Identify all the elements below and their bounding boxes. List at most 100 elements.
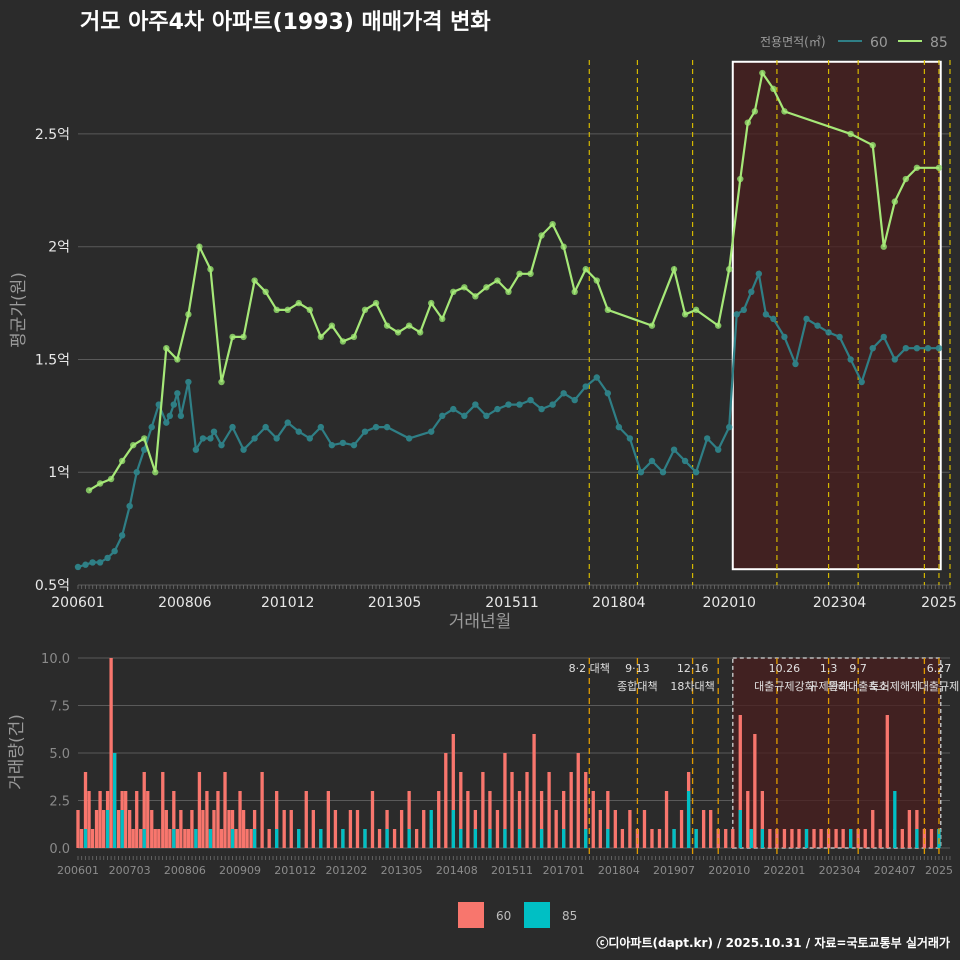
volume-bar-60-85 — [525, 772, 529, 848]
price-legend-title: 전용면적(㎡) — [760, 35, 826, 49]
volume-bar-60-40 — [223, 772, 227, 848]
volume-x-tick-4: 201012 — [274, 864, 316, 877]
policy-date-0: 8·2 대책 — [569, 662, 610, 675]
price-x-tick-5: 201804 — [592, 595, 646, 611]
policy-date-5: 9.7 — [849, 662, 867, 675]
price-x-tick-3: 201305 — [368, 595, 421, 611]
volume-bar-60-50 — [267, 829, 271, 848]
volume-bar-85-37 — [915, 829, 919, 848]
volume-bar-60-113 — [731, 829, 735, 848]
volume-bar-60-101 — [642, 810, 647, 848]
volume-x-tick-6: 201305 — [381, 864, 423, 877]
volume-y-tick-3: 7.5 — [49, 700, 70, 715]
volume-bar-60-55 — [304, 791, 308, 848]
volume-bar-85-29 — [686, 791, 691, 848]
volume-bar-60-64 — [370, 791, 375, 848]
policy-name-1: 종합대책 — [617, 680, 657, 693]
price-x-tick-8: 2025 — [921, 595, 957, 611]
volume-bar-60-35 — [205, 791, 209, 848]
volume-bar-60-77 — [466, 791, 470, 848]
policy-date-4: 1.3 — [820, 662, 838, 675]
volume-bar-60-79 — [481, 772, 485, 848]
volume-bar-85-30 — [694, 829, 698, 848]
volume-bar-85-16 — [407, 829, 411, 848]
price-y-tick-3: 2억 — [48, 240, 70, 256]
price-x-tick-1: 200806 — [158, 595, 212, 611]
volume-bar-60-28 — [179, 810, 183, 848]
volume-bar-60-3 — [87, 791, 91, 848]
volume-bar-85-14 — [363, 829, 367, 848]
volume-bar-60-109 — [701, 810, 706, 848]
volume-bar-60-9 — [109, 658, 113, 848]
volume-bar-60-49 — [260, 772, 264, 848]
volume-bar-85-3 — [120, 810, 124, 848]
volume-bar-60-0 — [76, 810, 80, 848]
policy-name-3: 대출규제강화 — [754, 680, 815, 693]
volume-bar-85-31 — [738, 810, 742, 848]
volume-bar-60-95 — [598, 810, 602, 848]
volume-bar-85-7 — [208, 829, 213, 848]
volume-bar-85-21 — [488, 829, 492, 848]
price-policy-lines — [588, 60, 951, 585]
volume-y-tick-1: 2.5 — [49, 795, 70, 810]
price-legend: 전용면적(㎡) 60 85 — [760, 35, 948, 51]
price-series-line-85 — [88, 70, 939, 492]
volume-bar-60-24 — [164, 810, 168, 848]
volume-bar-60-128 — [841, 829, 845, 848]
volume-bar-60-59 — [333, 810, 338, 848]
legend-bar-60-swatch — [458, 902, 484, 928]
volume-bar-60-98 — [620, 829, 625, 848]
volume-bar-85-4 — [142, 829, 146, 848]
volume-bar-60-58 — [326, 791, 330, 848]
volume-bar-60-134 — [885, 715, 889, 848]
volume-bar-85-36 — [893, 791, 897, 848]
volume-x-tick-8: 201511 — [491, 864, 533, 877]
volume-bar-85-5 — [172, 829, 176, 848]
volume-bar-85-33 — [760, 829, 765, 848]
volume-bar-60-15 — [131, 829, 135, 848]
volume-legend: 60 85 — [458, 902, 577, 928]
volume-x-tick-3: 200909 — [219, 864, 261, 877]
volume-bar-60-14 — [128, 810, 132, 848]
volume-bar-60-16 — [135, 791, 139, 848]
volume-bar-60-102 — [650, 829, 654, 848]
volume-bar-85-6 — [194, 829, 198, 848]
volume-bar-60-83 — [510, 772, 514, 848]
volume-bar-60-67 — [392, 829, 397, 848]
price-x-tick-0: 200601 — [51, 595, 104, 611]
volume-bar-60-106 — [679, 810, 684, 848]
volume-bar-60-96 — [606, 791, 610, 848]
volume-bar-85-22 — [503, 829, 507, 848]
volume-bar-85-1 — [105, 810, 110, 848]
volume-bar-60-39 — [219, 829, 224, 848]
volume-bar-85-19 — [459, 829, 463, 848]
price-y-tick-labels: 0.5억 1억 1.5억 2억 2.5억 — [35, 127, 70, 594]
volume-bar-60-103 — [657, 829, 662, 848]
volume-bar-60-22 — [157, 829, 161, 848]
volume-bar-60-45 — [241, 810, 246, 848]
volume-bar-60-74 — [444, 753, 448, 848]
volume-y-tick-0: 0.0 — [49, 842, 70, 857]
volume-x-tick-9: 201701 — [543, 864, 585, 877]
price-series-lines — [77, 70, 939, 569]
volume-bar-60-30 — [186, 829, 191, 848]
price-y-tick-0: 0.5억 — [35, 578, 70, 594]
volume-bar-60-87 — [539, 791, 544, 848]
volume-bar-85-0 — [83, 829, 88, 848]
volume-bar-85-12 — [319, 829, 323, 848]
volume-x-tick-1: 200703 — [109, 864, 151, 877]
volume-bar-60-65 — [377, 829, 382, 848]
volume-bar-60-21 — [153, 829, 157, 848]
volume-bar-60-56 — [311, 810, 315, 848]
policy-date-2: 12·16 — [677, 662, 709, 675]
volume-bar-60-127 — [834, 829, 838, 848]
volume-bar-60-43 — [234, 829, 238, 848]
volume-bar-60-124 — [812, 829, 816, 848]
volume-bar-60-81 — [495, 810, 500, 848]
volume-bar-85-28 — [672, 829, 676, 848]
volume-x-tick-labels: 200601 200703 200806 200909 201012 201202 2013… — [57, 856, 953, 877]
volume-bar-60-34 — [201, 810, 205, 848]
price-x-tick-labels: 200601 200806 201012 201305 201511 201804 2020… — [51, 585, 957, 611]
volume-bar-60-121 — [790, 829, 794, 848]
volume-bar-60-1 — [79, 829, 84, 848]
